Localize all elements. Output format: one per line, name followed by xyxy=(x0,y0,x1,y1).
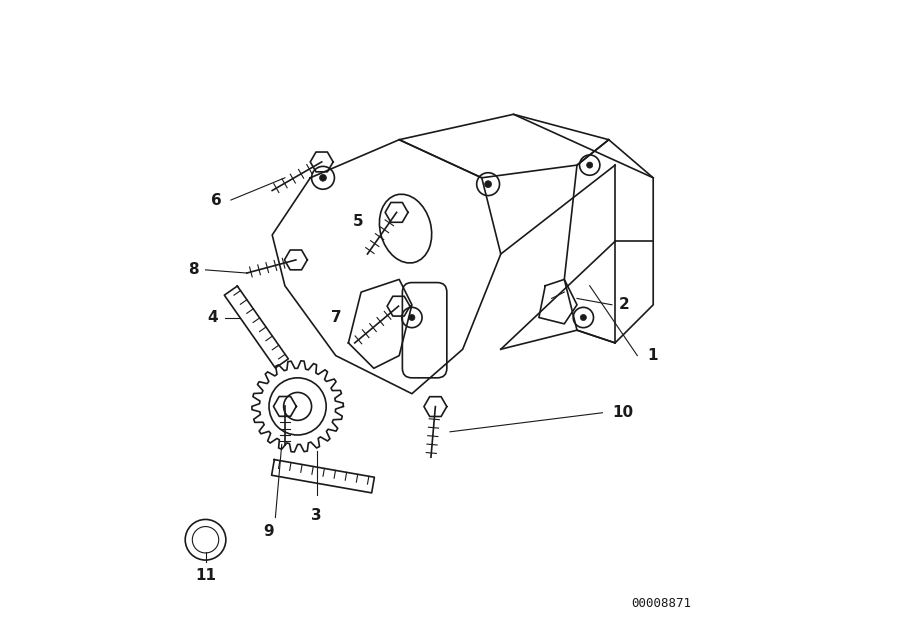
Text: 00008871: 00008871 xyxy=(631,597,691,610)
Text: 11: 11 xyxy=(195,568,216,584)
Text: 6: 6 xyxy=(211,192,221,208)
Text: 10: 10 xyxy=(612,405,633,420)
Circle shape xyxy=(320,175,327,181)
Text: 1: 1 xyxy=(647,348,657,363)
Text: 4: 4 xyxy=(208,310,218,325)
Circle shape xyxy=(485,181,491,187)
Text: 8: 8 xyxy=(189,262,199,277)
Circle shape xyxy=(409,314,415,321)
Circle shape xyxy=(587,162,593,168)
Text: 3: 3 xyxy=(311,508,322,523)
Circle shape xyxy=(580,314,587,321)
Text: 2: 2 xyxy=(618,297,629,312)
Text: 5: 5 xyxy=(353,213,364,229)
Text: 9: 9 xyxy=(264,524,274,539)
Text: 7: 7 xyxy=(331,310,342,325)
